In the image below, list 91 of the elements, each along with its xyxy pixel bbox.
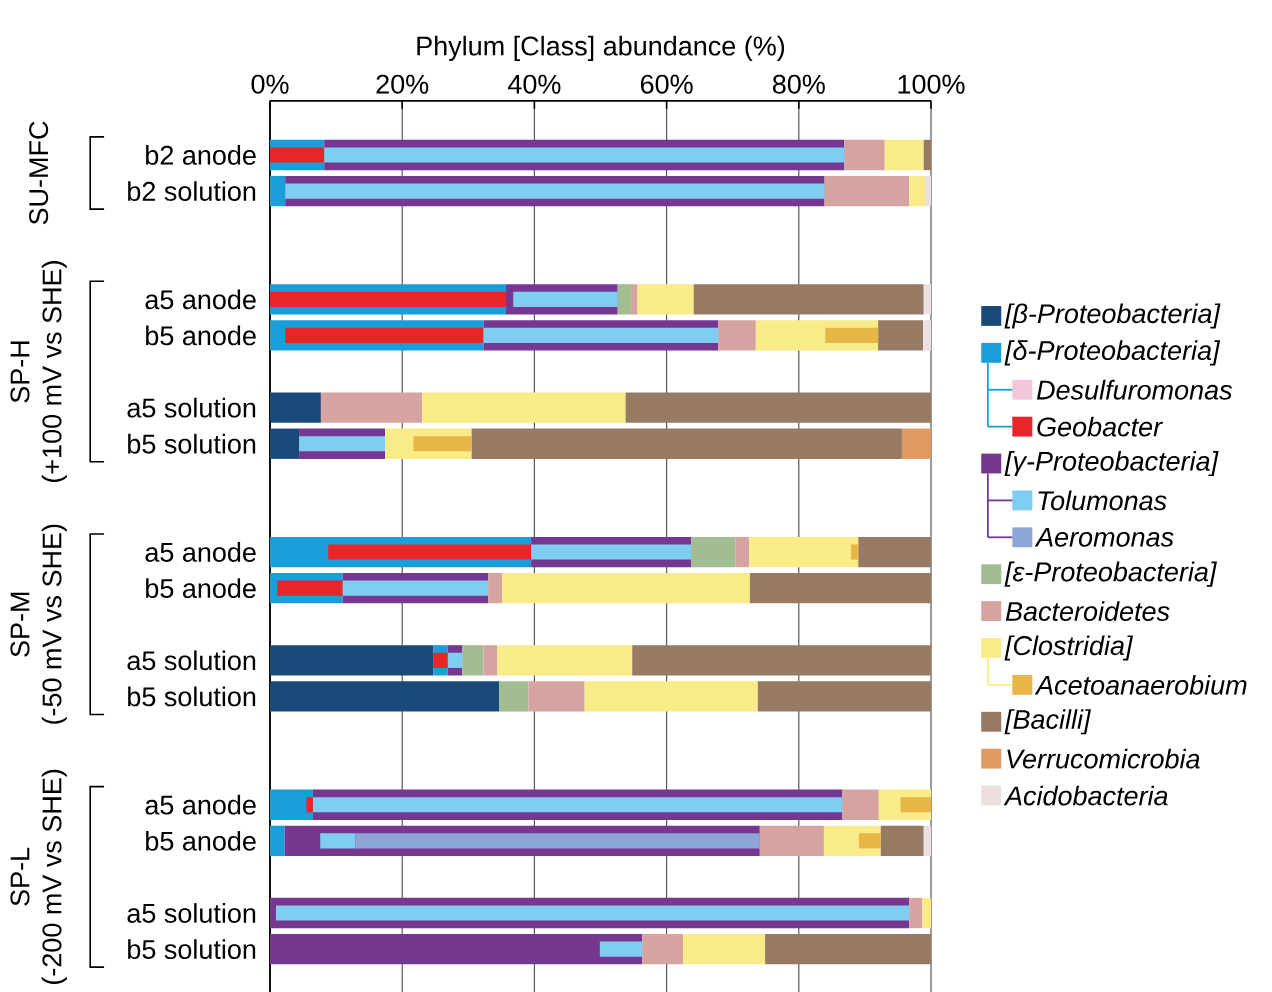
bar [483,645,498,676]
x-tick-label: 20% [376,74,429,94]
bar [844,139,885,171]
bar [923,320,932,351]
bar [858,833,881,849]
bar [584,681,758,712]
legend-label: Aeromonas [1034,527,1174,547]
bar [900,797,932,813]
x-tick-label: 100% [898,74,965,94]
bar [925,175,932,207]
legend-label: [β-Proteobacteria] [1004,303,1221,329]
bar [270,789,313,820]
legend-label: [γ-Proteobacteria] [1004,450,1219,477]
bar [617,284,631,315]
legend-label: [Bacilli] [1004,709,1092,735]
bar [632,645,932,676]
bar [270,681,500,712]
legend-label: Desulfuromonas [1036,379,1233,400]
bar [923,284,932,315]
bar [270,825,285,856]
x-axis-title: Phylum [Class] abundance (%) [417,35,785,61]
bar [270,392,321,423]
y-tick-label: a5 solution [127,397,256,418]
legend-label: Bacteroidetes [1005,601,1170,622]
legend-label: [ε-Proteobacteria] [1004,561,1217,587]
y-tick-label: b5 anode [146,578,256,599]
bar [413,436,472,452]
bar [884,139,924,171]
bar [630,284,638,315]
bar [497,645,633,676]
x-tick-label: 60% [640,74,693,94]
y-tick-label: b5 anode [146,830,256,851]
bar [499,681,529,712]
bar [693,284,924,315]
bar [528,681,585,712]
text: SP-H [10,341,30,403]
bar [683,933,766,965]
bar [306,797,313,813]
bar [923,825,932,856]
bar [718,320,756,351]
y-tick-label: a5 anode [145,794,256,815]
bar [749,572,932,604]
y-tick-label: b5 solution [128,939,256,960]
bar [901,428,932,459]
y-tick-label: a5 solution [127,650,256,671]
text: SP-M [10,592,30,657]
y-tick-label: a5 anode [145,289,256,310]
bar [824,175,910,207]
x-tick-label: 0% [251,74,289,94]
legend-label: Geobacter [1037,416,1164,437]
legend-label: [δ-Proteobacteria] [1004,340,1221,366]
bar [422,392,626,423]
legend-label: Tolumonas [1038,490,1167,511]
y-tick-label: b2 anode [146,145,256,165]
bar [842,789,879,820]
bar [625,392,932,423]
bar [759,825,824,856]
bar [922,897,932,929]
y-tick-label: b5 solution [128,686,256,707]
bar [765,933,932,965]
y-tick-label: b5 anode [146,325,256,346]
bar [923,139,932,171]
bar [320,392,423,423]
bar [909,175,926,207]
bar [749,536,859,568]
y-tick-label: b5 solution [128,433,256,454]
bar [488,572,503,604]
legend-label: [Clostridia] [1004,635,1134,661]
x-tick-label: 40% [508,74,561,94]
legend-label: Verrucomicrobia [1007,748,1200,769]
legend-label: Acidobacteria [1003,785,1168,806]
bar [851,544,859,560]
text: (-50 mV vs SHE) [41,524,67,724]
y-tick-label: a5 anode [145,542,256,562]
bar [270,175,286,207]
text: (-200 mV vs SHE) [41,769,67,984]
legend-label: Acetoanaerobium [1034,674,1247,695]
bar [502,572,750,604]
bar [320,833,356,849]
bar [270,933,643,965]
bar [909,897,923,929]
bar [735,536,750,568]
text: SP-L [10,847,30,906]
y-tick-label: b2 solution [128,181,256,201]
text: (+100 mV vs SHE) [41,261,67,483]
x-tick-label: 80% [772,74,825,94]
bar [757,681,932,712]
bar [691,536,736,568]
bar [637,284,694,315]
y-tick-label: a5 solution [127,903,256,923]
text: SU-MFC [29,121,49,225]
